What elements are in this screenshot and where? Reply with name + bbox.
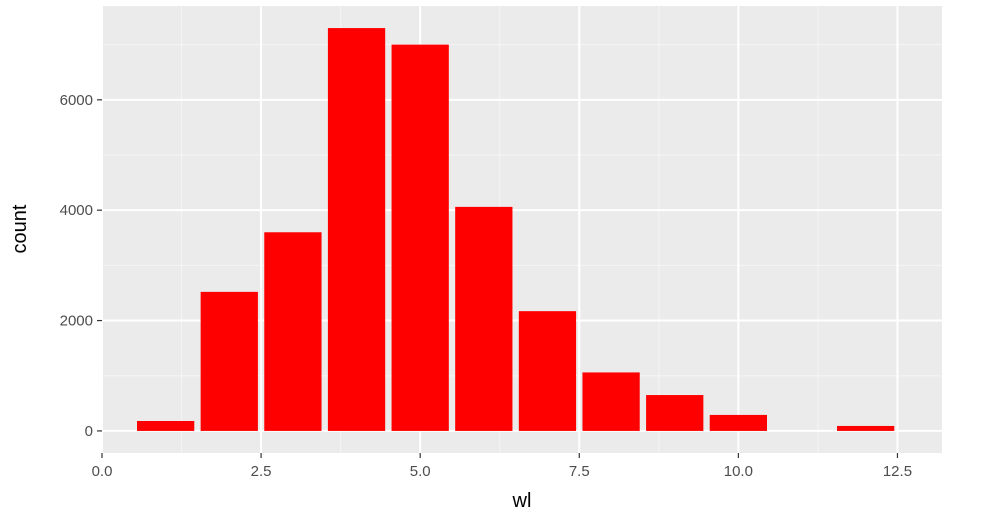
x-tick-label: 12.5: [883, 463, 912, 480]
x-tick-label: 0.0: [92, 463, 113, 480]
bars: [137, 28, 895, 431]
bar: [264, 232, 322, 431]
y-axis: 0 2000 4000 6000: [60, 92, 102, 440]
grid-major: [101, 6, 942, 453]
bar: [200, 291, 258, 431]
y-tick-label: 0: [85, 423, 93, 440]
y-tick-label: 6000: [60, 92, 93, 109]
bar: [837, 425, 895, 431]
x-axis-title: wl: [512, 490, 532, 512]
bar: [455, 206, 513, 431]
x-tick-label: 7.5: [569, 463, 590, 480]
y-axis-title: count: [9, 204, 31, 253]
bar: [391, 44, 449, 431]
bar: [646, 395, 704, 431]
bar: [137, 420, 195, 431]
bar: [518, 311, 577, 431]
bar: [582, 372, 640, 431]
x-tick-label: 10.0: [724, 463, 753, 480]
x-axis: 0.0 2.5 5.0 7.5 10.0 12.5: [92, 453, 912, 480]
y-tick-label: 4000: [60, 202, 93, 219]
x-tick-label: 5.0: [410, 463, 431, 480]
bar: [709, 414, 767, 431]
x-tick-label: 2.5: [251, 463, 272, 480]
bar: [327, 28, 386, 431]
y-tick-label: 2000: [60, 313, 93, 330]
